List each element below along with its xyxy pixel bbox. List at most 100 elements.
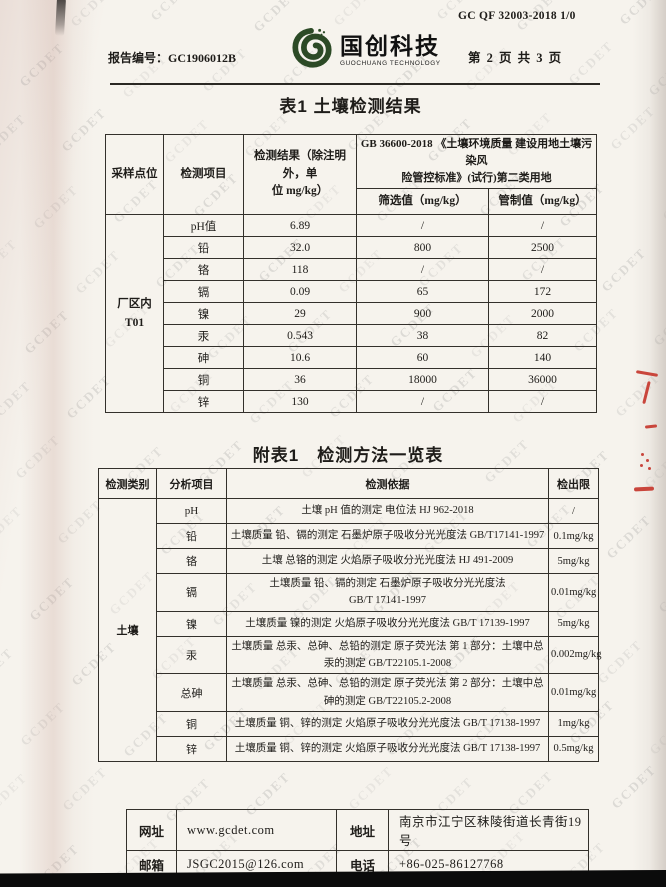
table-row: 厂区内 T01 pH值 6.89 / / — [105, 214, 597, 414]
soil-results-table: 采样点位 检测项目 检测结果（除注明外，单 位 mg/kg） GB 36600-… — [105, 133, 597, 414]
item-cell: 镉 — [163, 280, 244, 304]
gcdet-watermark: GCDET — [330, 0, 382, 29]
item-cell: 镍 — [163, 302, 244, 326]
page-number: 第 2 页 共 3 页 — [468, 51, 563, 65]
result-cell: 118 — [243, 258, 357, 282]
website-value: www.gcdet.com — [176, 809, 337, 851]
result-cell: 29 — [243, 302, 357, 326]
col-header-control-value: 管制值（mg/kg） — [488, 188, 597, 216]
gcdet-watermark: GCDET — [0, 644, 17, 695]
control-cell: / — [488, 258, 597, 282]
method-cell: 土壤质量 镍的测定 火焰原子吸收分光光度法 GB/T 17139-1997 — [226, 610, 549, 637]
method-cell: 土壤质量 铜、锌的测定 火焰原子吸收分光光度法 GB/T 17138-1997 — [226, 735, 549, 762]
col-header-result: 检测结果（除注明外，单 位 mg/kg） — [243, 133, 357, 216]
company-logo: 国创科技 GUOCHUANG TECHNOLOGY — [291, 27, 441, 74]
limit-cell: 0.01mg/kg — [548, 673, 599, 712]
method-cell: 土壤 总铬的测定 火焰原子吸收分光光度法 HJ 491-2009 — [226, 548, 549, 574]
limit-cell: 1mg/kg — [548, 710, 599, 737]
col-header-sample-point: 采样点位 — [105, 133, 164, 216]
item-cell: 总砷 — [156, 673, 227, 712]
item-cell: 铜 — [163, 368, 244, 392]
control-cell: 172 — [488, 280, 597, 304]
table-row: 镍土壤质量 镍的测定 火焰原子吸收分光光度法 GB/T 17139-1997 5m… — [99, 610, 599, 637]
gcdet-watermark: GCDET — [594, 636, 646, 687]
report-number: 报告编号：GC1906012B — [108, 49, 236, 66]
report-number-value: GC1906012B — [168, 51, 237, 65]
header-divider — [110, 83, 600, 85]
screening-cell: 60 — [356, 346, 489, 370]
control-cell: / — [488, 214, 597, 238]
col-header-test-category: 检测类别 — [98, 468, 157, 499]
table-row: 铅土壤质量 铅、镉的测定 石墨炉原子吸收分光光度法 GB/T17141-1997… — [99, 523, 599, 549]
scan-shade-right — [650, 0, 666, 887]
control-cell: / — [488, 390, 597, 414]
screening-cell: 18000 — [356, 368, 489, 392]
table-row: 铬土壤 总铬的测定 火焰原子吸收分光光度法 HJ 491-2009 5mg/kg — [99, 548, 599, 574]
address-value: 南京市江宁区秣陵街道长青街19号 — [388, 809, 589, 851]
table-row: 铬 118// — [106, 258, 597, 282]
limit-cell: 0.01mg/kg — [548, 573, 599, 612]
red-pen-mark — [641, 453, 644, 456]
gcdet-watermark: GCDET — [0, 235, 21, 286]
item-cell: pH — [156, 498, 227, 524]
sample-point-cell: 厂区内 T01 — [105, 214, 164, 414]
table-row: 汞 0.543 38 82 — [106, 324, 597, 348]
screening-cell: / — [356, 214, 489, 238]
company-name: 国创科技 — [340, 32, 440, 59]
item-cell: 铬 — [163, 258, 244, 282]
screening-cell: / — [356, 390, 489, 414]
limit-cell: 0.002mg/kg — [548, 635, 601, 675]
result-cell: 32.0 — [243, 236, 357, 260]
table-row: 铜土壤质量 铜、锌的测定 火焰原子吸收分光光度法 GB/T 17138-1997… — [99, 710, 599, 737]
document-code: GC QF 32003-2018 1/0 — [458, 10, 576, 22]
table-row: 镉 0.09 65 172 — [106, 280, 597, 304]
table2-title: 附表1 检测方法一览表 — [252, 446, 444, 465]
screening-cell: / — [356, 258, 489, 282]
item-cell: 砷 — [163, 346, 244, 370]
website-label: 网址 — [126, 809, 177, 851]
item-cell: 镍 — [156, 610, 227, 637]
gcdet-watermark: GCDET — [565, 37, 617, 88]
table-row: 铅 32.0 800 2500 — [106, 236, 597, 260]
category-cell: 土壤 — [98, 498, 157, 762]
table-row: 总砷 土壤质量 总汞、总砷、总铅的测定 原子荧光法 第 2 部分：土壤中总 砷的测… — [99, 673, 599, 712]
limit-cell: / — [548, 498, 599, 524]
screening-cell: 800 — [356, 236, 489, 260]
gcdet-watermark: GCDET — [0, 0, 16, 19]
gcdet-watermark: GCDET — [147, 0, 199, 24]
control-cell: 140 — [488, 346, 597, 370]
report-number-label: 报告编号： — [108, 51, 169, 65]
col-header-test-item: 检测项目 — [163, 133, 244, 216]
scan-crease-left — [20, 0, 94, 887]
col-header-test-basis: 检测依据 — [226, 468, 549, 499]
item-cell: 锌 — [156, 735, 227, 762]
scan-bottom-bar — [0, 870, 666, 887]
item-cell: 汞 — [163, 324, 244, 348]
table-row: 锌土壤质量 铜、锌的测定 火焰原子吸收分光光度法 GB/T 17138-1997… — [99, 735, 599, 762]
gcdet-watermark: GCDET — [345, 762, 397, 813]
screening-cell: 65 — [356, 280, 489, 304]
item-cell: 镉 — [156, 573, 227, 612]
col-header-standard: GB 36600-2018 《土壤环境质量 建设用地土壤污染风 险管控标准》(试… — [356, 133, 597, 190]
limit-cell: 5mg/kg — [548, 610, 599, 637]
table-row: 镍 29 900 2000 — [106, 302, 597, 326]
table-row: 土壤 pH 土壤 pH 值的测定 电位法 HJ 962-2018 / — [98, 498, 599, 762]
screening-cell: 38 — [356, 324, 489, 348]
company-name-en: GUOCHUANG TECHNOLOGY — [340, 59, 441, 67]
table-row: 砷 10.6 60 140 — [106, 346, 597, 370]
col-header-analysis-item: 分析项目 — [156, 468, 227, 499]
limit-cell: 5mg/kg — [548, 548, 599, 574]
item-cell: 锌 — [163, 390, 244, 414]
result-cell: 0.543 — [243, 324, 357, 348]
table-row: 网址 www.gcdet.com 地址 南京市江宁区秣陵街道长青街19号 — [126, 809, 589, 851]
table-row: 铜 36 18000 36000 — [106, 368, 597, 392]
limit-cell: 0.5mg/kg — [548, 735, 599, 762]
item-cell: 铅 — [163, 236, 244, 260]
col-header-screening-value: 筛选值（mg/kg） — [356, 188, 489, 216]
item-cell: 铜 — [156, 710, 227, 737]
method-cell: 土壤质量 总汞、总砷、总铅的测定 原子荧光法 第 1 部分：土壤中总 汞的测定 … — [226, 635, 549, 675]
guochuang-spiral-logo-icon — [291, 27, 333, 74]
result-cell: 36 — [243, 368, 357, 392]
control-cell: 82 — [488, 324, 597, 348]
